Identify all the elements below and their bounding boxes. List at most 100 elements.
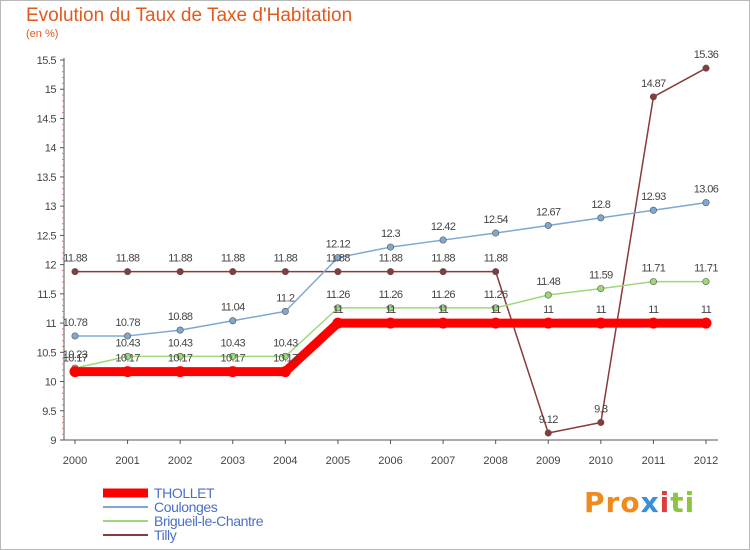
data-point xyxy=(281,352,289,360)
data-label: 11 xyxy=(543,304,554,316)
data-label: 9.3 xyxy=(594,403,608,415)
data-label: 10.43 xyxy=(273,337,298,349)
data-point xyxy=(176,268,184,276)
data-point xyxy=(281,307,289,315)
data-label: 15.36 xyxy=(694,49,719,61)
data-label: 11 xyxy=(385,304,396,316)
y-tick-label: 15.5 xyxy=(37,55,57,67)
data-label: 11 xyxy=(648,304,659,316)
y-tick-label: 13.5 xyxy=(37,172,57,184)
chart-title: Evolution du Taux de Taxe d'Habitation xyxy=(26,5,353,26)
data-label: 10.43 xyxy=(168,337,193,349)
series-lines xyxy=(69,64,712,437)
y-tick-label: 11 xyxy=(46,318,57,330)
data-point xyxy=(492,268,500,276)
data-label: 10.78 xyxy=(115,317,140,329)
data-point xyxy=(227,366,239,378)
data-point xyxy=(702,278,710,286)
y-tick-label: 14.5 xyxy=(37,113,57,125)
data-point xyxy=(437,317,449,329)
data-point xyxy=(597,285,605,293)
chart-subtitle: (en %) xyxy=(26,28,59,40)
data-point xyxy=(122,366,134,378)
data-point xyxy=(124,352,132,360)
data-label: 11 xyxy=(333,304,344,316)
legend-label: Brigueil-le-Chantre xyxy=(154,513,264,529)
series-line-tilly xyxy=(74,67,707,434)
data-label: 12.12 xyxy=(326,239,351,251)
data-point xyxy=(332,317,344,329)
data-point xyxy=(124,332,132,340)
data-label: 11.88 xyxy=(63,253,87,265)
data-point xyxy=(71,268,79,276)
x-tick-label: 2001 xyxy=(115,455,139,467)
data-point xyxy=(597,418,605,426)
data-label: 12.93 xyxy=(641,191,666,203)
y-tick-label: 10 xyxy=(45,377,57,389)
data-label: 12.54 xyxy=(483,214,508,226)
data-point xyxy=(700,317,712,329)
y-tick-label: 14 xyxy=(45,143,57,155)
data-label: 10.17 xyxy=(168,353,193,365)
data-label: 12.8 xyxy=(591,199,610,211)
data-point xyxy=(649,278,657,286)
data-point xyxy=(174,366,186,378)
data-label: 9.12 xyxy=(539,414,558,426)
data-point xyxy=(386,243,394,251)
data-point xyxy=(124,268,132,276)
data-point xyxy=(544,291,552,299)
data-label: 11.88 xyxy=(431,253,455,265)
data-label: 11 xyxy=(596,304,607,316)
data-point xyxy=(649,93,657,101)
x-tick-label: 2010 xyxy=(589,455,613,467)
data-label: 14.87 xyxy=(641,78,666,90)
data-labels: 10.17 10.17 10.17 10.17 10.17 11 11 11 11 11 11 11 1… xyxy=(63,49,720,426)
data-label: 11.2 xyxy=(276,292,295,304)
x-tick-label: 2007 xyxy=(431,455,455,467)
data-label: 11.88 xyxy=(379,253,403,265)
data-label: 11.26 xyxy=(484,289,508,301)
y-tick-label: 10.5 xyxy=(37,347,57,359)
data-point xyxy=(542,317,554,329)
x-tick-label: 2008 xyxy=(483,455,507,467)
data-label: 11.59 xyxy=(589,270,613,282)
data-point xyxy=(281,268,289,276)
data-label: 11.88 xyxy=(484,253,508,265)
y-tick-label: 11.5 xyxy=(37,289,56,301)
data-label: 12.67 xyxy=(536,206,561,218)
data-point xyxy=(385,317,396,329)
x-tick-label: 2004 xyxy=(273,455,297,467)
data-point xyxy=(492,229,500,237)
y-tick-label: 12 xyxy=(45,260,57,272)
data-point xyxy=(229,352,237,360)
data-label: 11.71 xyxy=(694,263,718,275)
proxiti-logo: Proxiti xyxy=(584,486,696,519)
axes: 9 9.5 10 10.5 11 11.5 12 12.5 13 13.5 14 14.5 15 15.5… xyxy=(37,55,719,467)
data-label: 11.88 xyxy=(326,253,350,265)
data-label: 11.26 xyxy=(431,289,455,301)
x-tick-label: 2003 xyxy=(221,455,245,467)
data-point xyxy=(386,304,394,312)
data-point xyxy=(334,268,342,276)
data-point xyxy=(544,221,552,229)
data-point xyxy=(334,254,342,262)
y-tick-label: 15 xyxy=(45,84,57,96)
data-point xyxy=(544,429,552,437)
data-point xyxy=(490,317,502,329)
data-label: 10.17 xyxy=(63,353,88,365)
data-point xyxy=(69,366,81,378)
x-tick-label: 2012 xyxy=(694,455,718,467)
data-point xyxy=(439,236,447,244)
data-label: 11.88 xyxy=(116,253,140,265)
data-label: 11.71 xyxy=(642,263,666,275)
data-point xyxy=(649,206,657,214)
data-point xyxy=(439,304,447,312)
data-label: 10.78 xyxy=(63,317,88,329)
data-label: 11.88 xyxy=(168,253,192,265)
x-tick-label: 2006 xyxy=(378,455,402,467)
x-tick-label: 2002 xyxy=(168,455,192,467)
data-point xyxy=(595,317,607,329)
data-label: 10.17 xyxy=(115,353,140,365)
data-point xyxy=(439,268,447,276)
